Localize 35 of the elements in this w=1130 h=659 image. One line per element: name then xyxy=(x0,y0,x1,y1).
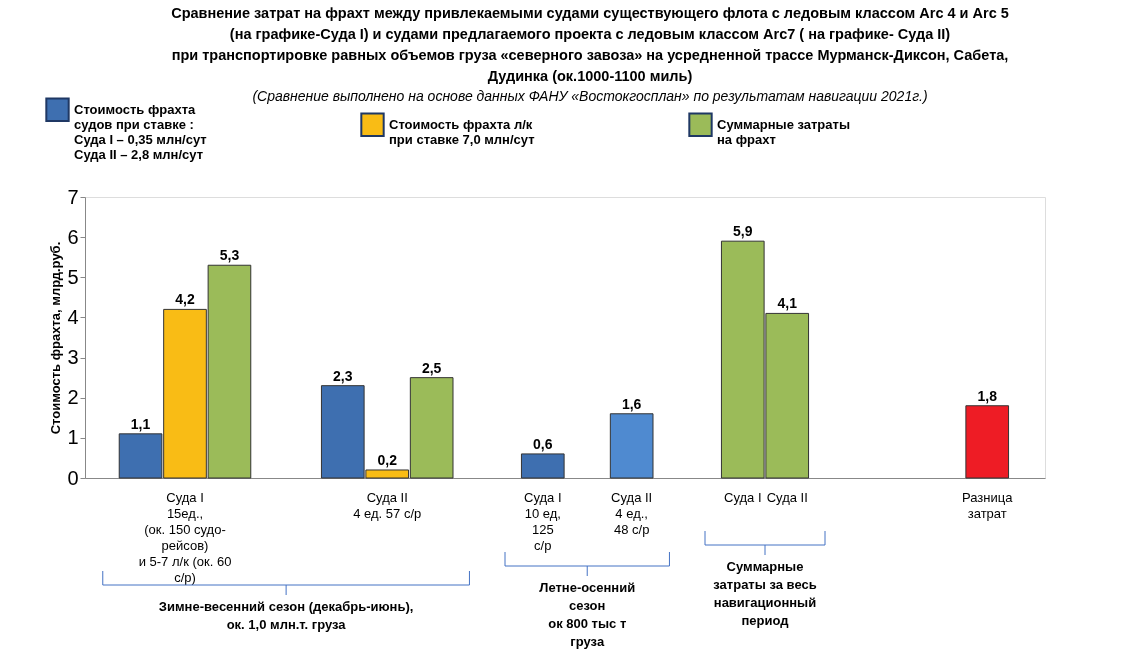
data-label: 2,5 xyxy=(421,359,442,376)
y-tick-label: 4 xyxy=(67,305,79,328)
data-label: 4,2 xyxy=(175,291,195,308)
x-tick-label: Суда II 4 ед. 57 с/р xyxy=(353,490,422,521)
x-tick-label: Суда I xyxy=(724,490,762,505)
y-tick-label: 0 xyxy=(67,466,79,489)
text: Летне-осенний сезон ок 800 тыс т груза xyxy=(539,580,636,649)
y-tick-label: 2 xyxy=(67,386,79,409)
legend-label: Стоимость фрахта л/к при ставке 7,0 млн/сут xyxy=(389,116,535,147)
chart-title: Сравнение затрат на фрахт между привлекаемыми судами существующего флота с ледовым классом Arc 4 и Arc 5 (на графике-Суда I) и судами предлагаемого проекта с ледовым классом Arc7 ( на графике- Суда II) при транспортировке равных объемов груза «северного завоза» на усредненной трассе Мурманск-Диксон, Сабета, Дудинка (ок.1000-1100 миль) xyxy=(171,5,1009,84)
y-tick-label: 3 xyxy=(67,346,79,369)
y-axis-title: Стоимость фрахта, млрд.руб. xyxy=(48,241,64,435)
legend-label: Суммарные затраты на фрахт xyxy=(717,116,851,147)
text: Зимне-весенний сезон (декабрь-июнь), ок. 1,0 млн.т. груза xyxy=(158,599,414,632)
data-label: 1,1 xyxy=(130,415,151,432)
legend-label: Стоимость фрахта судов при ставке : Суда I – 0,35 млн/сут Суда II – 2,8 млн/сут xyxy=(74,101,207,162)
y-tick-label: 5 xyxy=(67,265,79,288)
data-label: 1,8 xyxy=(977,387,998,404)
x-tick-label: Суда II 4 ед., 48 с/р xyxy=(611,490,653,537)
data-label: 0,6 xyxy=(533,435,553,452)
x-tick-label: Суда I 15ед., (ок. 150 судо- рейсов) и 5-7 л/к (ок. 60 с/р) xyxy=(138,490,232,585)
x-tick-label: Разница затрат xyxy=(962,490,1014,521)
text: Суммарные затраты за весь навигационный период xyxy=(713,559,817,628)
data-label: 5,3 xyxy=(219,247,240,264)
data-label: 5,9 xyxy=(733,223,753,240)
data-label: 1,6 xyxy=(621,395,642,412)
data-label: 0,2 xyxy=(377,451,398,468)
y-tick-label: 7 xyxy=(67,185,79,208)
chart-subtitle: (Сравнение выполнено на основе данных ФАНУ «Востокгосплан» по результатам навигации 2021г.) xyxy=(252,88,928,104)
y-tick-label: 6 xyxy=(67,225,79,248)
x-tick-label: Суда II xyxy=(766,490,808,505)
x-tick-label: Суда I 10 ед, 125 с/р xyxy=(524,490,562,553)
y-tick-label: 1 xyxy=(67,426,79,449)
data-label: 2,3 xyxy=(333,367,353,384)
data-label: 4,1 xyxy=(777,295,798,312)
